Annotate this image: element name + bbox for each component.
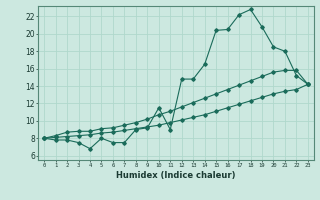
X-axis label: Humidex (Indice chaleur): Humidex (Indice chaleur) <box>116 171 236 180</box>
